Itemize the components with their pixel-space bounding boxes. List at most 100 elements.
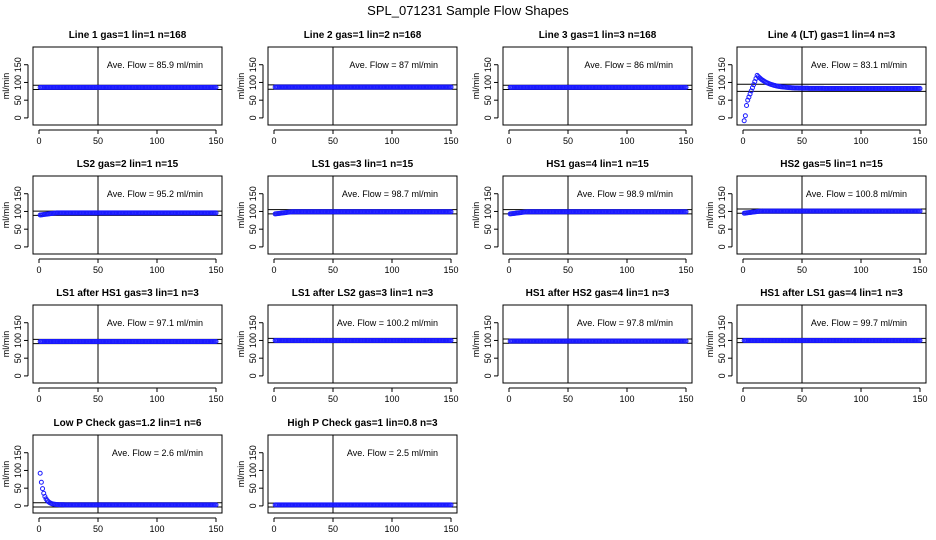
data-series (272, 84, 454, 90)
x-tick-label: 150 (912, 136, 927, 146)
data-series (272, 502, 454, 508)
chart-panel: LS2 gas=2 lin=1 n=150 50 100 150050100150ml… (1, 159, 224, 275)
y-axis-label: ml/min (705, 202, 715, 229)
chart-panel: HS2 gas=5 lin=1 n=150 50 100 150050100150ml… (705, 159, 928, 275)
y-tick-label: 50 (483, 224, 493, 234)
y-tick-label: 150 (717, 315, 727, 330)
chart-title: LS1 after HS1 gas=3 lin=1 n=3 (56, 288, 199, 299)
x-tick-label: 150 (912, 265, 927, 275)
ave-flow-annotation: Ave. Flow = 97.1 ml/min (107, 318, 203, 328)
y-tick-label: 150 (13, 186, 23, 201)
x-tick-label: 150 (443, 265, 458, 275)
y-tick-label: 0 (248, 503, 258, 508)
data-point (683, 209, 689, 215)
y-axis-label: ml/min (471, 331, 481, 358)
y-tick-label: 0 (717, 115, 727, 120)
plot-frame (736, 175, 927, 255)
data-point (741, 118, 747, 124)
data-series (507, 209, 689, 217)
chart-title: Line 4 (LT) gas=1 lin=4 n=3 (768, 30, 896, 41)
y-tick-label: 50 (483, 353, 493, 363)
y-tick-label: 100 (483, 75, 493, 90)
y-tick-label: 0 (248, 244, 258, 249)
data-point (917, 208, 923, 214)
chart-panel: HS1 after LS1 gas=4 lin=1 n=3 0 50 100 150 0 5… (705, 288, 928, 404)
chart-panel: Line 1 gas=1 lin=1 n=168 0 50 100 150 0 50 100 1… (1, 30, 224, 146)
x-tick-label: 150 (912, 394, 927, 404)
data-series (37, 210, 219, 218)
x-tick-label: 0 (271, 265, 276, 275)
y-axis-label: ml/min (1, 73, 11, 100)
y-tick-label: 50 (13, 353, 23, 363)
y-tick-label: 100 (248, 75, 258, 90)
chart-title: HS1 after HS2 gas=4 lin=1 n=3 (526, 288, 670, 299)
ave-flow-annotation: Ave. Flow = 100.2 ml/min (337, 318, 438, 328)
x-tick-label: 150 (443, 524, 458, 534)
x-tick-label: 100 (853, 265, 868, 275)
plot-frame (267, 175, 458, 255)
chart-panel: HS1 gas=4 lin=1 n=150 50 100 150050100150ml… (471, 159, 694, 275)
x-tick-label: 50 (797, 394, 807, 404)
y-tick-label: 150 (483, 186, 493, 201)
chart-title: High P Check gas=1 lin=0.8 n=3 (287, 418, 438, 429)
x-tick-label: 0 (271, 136, 276, 146)
data-series (37, 84, 219, 90)
x-tick-label: 0 (36, 524, 41, 534)
x-tick-label: 100 (384, 524, 399, 534)
x-tick-label: 50 (328, 136, 338, 146)
ave-flow-annotation: Ave. Flow = 2.5 ml/min (347, 448, 438, 458)
x-tick-label: 100 (853, 394, 868, 404)
ave-flow-annotation: Ave. Flow = 100.8 ml/min (806, 189, 907, 199)
y-tick-label: 150 (483, 57, 493, 72)
data-point (917, 85, 923, 91)
x-tick-label: 150 (443, 136, 458, 146)
y-tick-label: 0 (13, 115, 23, 120)
x-tick-label: 0 (36, 136, 41, 146)
y-tick-label: 50 (248, 483, 258, 493)
y-tick-label: 0 (483, 244, 493, 249)
y-tick-label: 0 (13, 373, 23, 378)
chart-title: HS2 gas=5 lin=1 n=15 (780, 159, 883, 170)
plot-frame (502, 46, 693, 126)
y-tick-label: 100 (248, 333, 258, 348)
y-axis-label: ml/min (471, 73, 481, 100)
y-tick-label: 150 (13, 57, 23, 72)
data-point (917, 337, 923, 343)
y-tick-label: 100 (483, 204, 493, 219)
data-series (741, 208, 923, 216)
y-tick-label: 150 (483, 315, 493, 330)
y-axis-label: ml/min (705, 331, 715, 358)
ave-flow-annotation: Ave. Flow = 85.9 ml/min (107, 60, 203, 70)
y-tick-label: 150 (248, 186, 258, 201)
chart-title: LS1 gas=3 lin=1 n=15 (312, 159, 414, 170)
x-tick-label: 150 (208, 265, 223, 275)
x-tick-label: 100 (619, 394, 634, 404)
x-tick-label: 50 (93, 265, 103, 275)
x-tick-label: 50 (328, 265, 338, 275)
data-point (683, 338, 689, 344)
x-tick-label: 100 (149, 265, 164, 275)
ave-flow-annotation: Ave. Flow = 98.9 ml/min (577, 189, 673, 199)
plot-frame (267, 46, 458, 126)
y-tick-label: 150 (13, 315, 23, 330)
chart-title: LS1 after LS2 gas=3 lin=1 n=3 (292, 288, 434, 299)
plot-frame (736, 46, 927, 126)
data-point (744, 103, 750, 108)
chart-panel: LS1 after LS2 gas=3 lin=1 n=3 0 50 100 150 0 5… (236, 288, 459, 404)
data-point (448, 84, 454, 90)
x-tick-label: 100 (619, 136, 634, 146)
y-tick-label: 100 (483, 333, 493, 348)
data-point (38, 479, 44, 485)
y-axis-label: ml/min (705, 73, 715, 100)
y-tick-label: 50 (13, 224, 23, 234)
y-tick-label: 50 (13, 483, 23, 493)
y-tick-label: 150 (717, 57, 727, 72)
chart-title: HS1 after LS1 gas=4 lin=1 n=3 (760, 288, 903, 299)
data-point (213, 210, 219, 216)
y-axis-label: ml/min (236, 461, 246, 488)
y-axis-label: ml/min (471, 202, 481, 229)
data-series (741, 72, 923, 124)
chart-title: LS2 gas=2 lin=1 n=15 (77, 159, 179, 170)
plot-frame (267, 304, 458, 384)
ave-flow-annotation: Ave. Flow = 99.7 ml/min (811, 318, 907, 328)
